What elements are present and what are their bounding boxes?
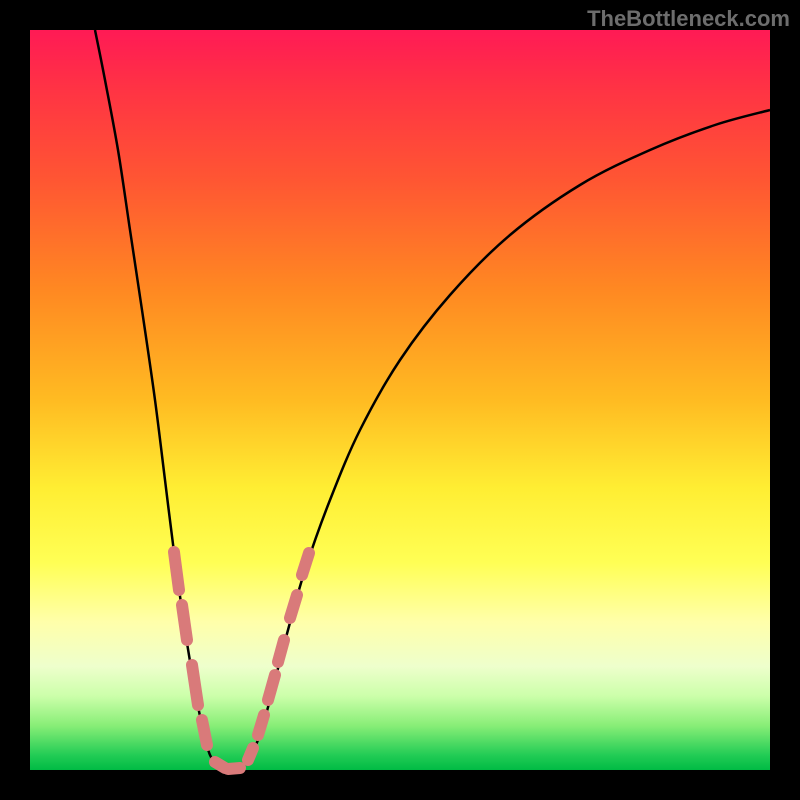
data-marker <box>258 715 264 735</box>
data-markers <box>174 552 309 769</box>
left-curve <box>95 30 233 769</box>
data-marker <box>278 640 284 662</box>
watermark-text: TheBottleneck.com <box>587 6 790 32</box>
data-marker <box>228 768 240 769</box>
data-marker <box>268 675 275 700</box>
right-curve <box>233 110 770 769</box>
data-marker <box>174 552 179 590</box>
data-marker <box>192 665 198 705</box>
curve-layer <box>0 0 800 800</box>
data-marker <box>202 720 207 745</box>
chart-container: TheBottleneck.com <box>0 0 800 800</box>
data-marker <box>248 748 253 760</box>
data-marker <box>290 595 297 618</box>
data-marker <box>182 605 187 640</box>
data-marker <box>302 553 309 575</box>
